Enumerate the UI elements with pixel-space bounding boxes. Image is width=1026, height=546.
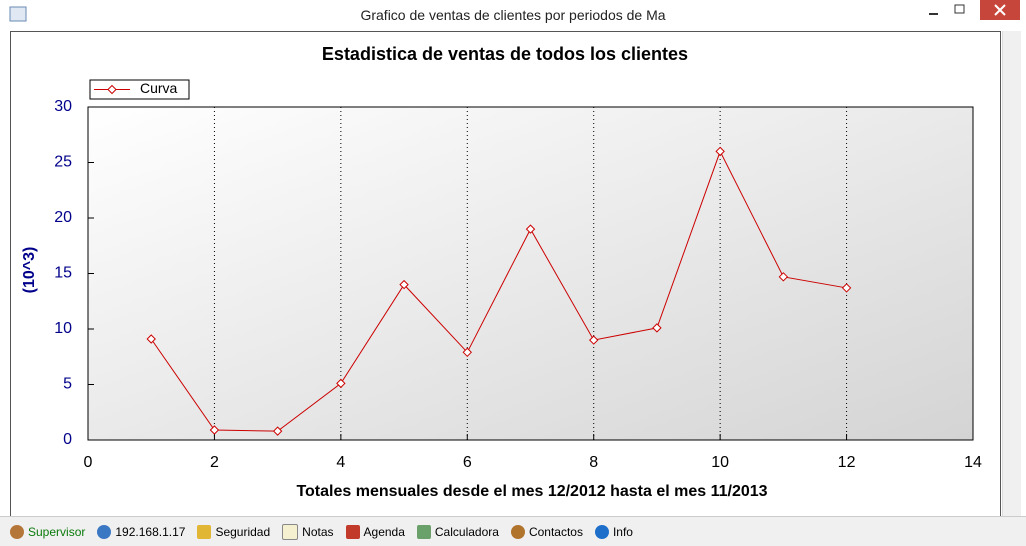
status-text: Calculadora bbox=[434, 524, 499, 539]
y-tick-label: 25 bbox=[54, 154, 72, 171]
x-tick-label: 8 bbox=[589, 454, 598, 471]
status-item[interactable]: Agenda bbox=[345, 524, 405, 539]
close-button[interactable] bbox=[980, 0, 1020, 20]
status-item[interactable]: Notas bbox=[282, 523, 334, 540]
status-text: 192.168.1.17 bbox=[115, 524, 186, 539]
data-point bbox=[589, 335, 599, 345]
plot-area bbox=[87, 106, 974, 441]
data-point bbox=[399, 279, 409, 290]
status-item[interactable]: Contactos bbox=[510, 524, 583, 539]
y-tick-label: 10 bbox=[54, 320, 72, 337]
series-line bbox=[150, 150, 847, 432]
y-tick-label: 0 bbox=[63, 431, 72, 448]
chart: Estadistica de ventas de todos los clien… bbox=[21, 44, 982, 500]
title-bar: Grafico de ventas de clientes por period… bbox=[0, 0, 1026, 30]
legend-label: Curva bbox=[140, 80, 178, 96]
x-axis-label: Totales mensuales desde el mes 12/2012 h… bbox=[296, 483, 767, 500]
status-item[interactable]: Calculadora bbox=[416, 524, 499, 539]
data-point bbox=[715, 146, 725, 157]
y-tick-label: 20 bbox=[54, 209, 72, 226]
status-item[interactable]: Supervisor bbox=[10, 524, 86, 539]
x-tick-label: 12 bbox=[838, 454, 856, 471]
scrollbar[interactable] bbox=[1002, 31, 1021, 516]
status-item[interactable]: 192.168.1.17 bbox=[97, 524, 186, 539]
data-point bbox=[272, 426, 283, 436]
x-tick-label: 10 bbox=[711, 454, 729, 471]
y-tick-label: 15 bbox=[54, 265, 72, 282]
data-point bbox=[525, 224, 536, 234]
status-text: Agenda bbox=[363, 524, 405, 539]
x-tick-label: 6 bbox=[463, 454, 472, 471]
status-text: Supervisor bbox=[28, 524, 86, 539]
chart-title: Estadistica de ventas de todos los clien… bbox=[322, 44, 688, 64]
data-point bbox=[146, 334, 156, 344]
data-point bbox=[778, 272, 789, 282]
legend-box bbox=[89, 79, 190, 100]
data-point bbox=[209, 425, 220, 435]
x-tick-label: 2 bbox=[210, 454, 219, 471]
data-point bbox=[652, 323, 662, 333]
status-text: Seguridad bbox=[215, 524, 271, 539]
x-tick-label: 0 bbox=[84, 454, 93, 471]
status-item[interactable]: Seguridad bbox=[197, 524, 271, 539]
status-item[interactable]: Info bbox=[594, 524, 633, 539]
y-axis-label: (10^3) bbox=[21, 247, 38, 294]
data-point bbox=[336, 378, 346, 389]
status-text: Info bbox=[612, 524, 633, 539]
title-bar-controls bbox=[9, 0, 1020, 22]
data-point bbox=[841, 283, 852, 293]
x-tick-label: 4 bbox=[336, 454, 345, 471]
window-title: Grafico de ventas de clientes por period… bbox=[360, 7, 666, 23]
status-text: Contactos bbox=[528, 524, 583, 539]
maximize-button[interactable] bbox=[954, 4, 965, 14]
legend-marker bbox=[107, 84, 117, 95]
y-tick-label: 30 bbox=[54, 98, 72, 115]
app-icon bbox=[9, 6, 27, 22]
data-point bbox=[462, 347, 472, 358]
status-bar: Supervisor 192.168.1.17 Seguridad Notas … bbox=[0, 516, 1026, 546]
status-text: Notas bbox=[302, 524, 334, 539]
x-tick-label: 14 bbox=[964, 454, 982, 471]
y-tick-label: 5 bbox=[63, 376, 72, 393]
